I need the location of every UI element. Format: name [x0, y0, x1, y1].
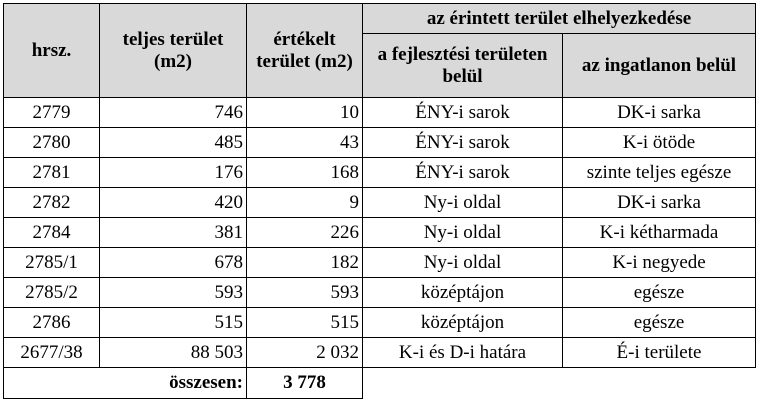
cell-ingatlanon-belul: É-i területe: [561, 337, 757, 368]
cell-teljes-terulet: 593: [99, 277, 247, 308]
cell-hrsz: 2779: [3, 97, 100, 128]
header-ertekelt-terulet: értékelt terület (m2): [246, 3, 363, 98]
cell-teljes-terulet: 420: [99, 187, 247, 218]
cell-fejlesztesi-teruleten-belul: ÉNY-i sarok: [362, 97, 563, 128]
table-row: 2785/1 678 182 Ny-i oldal K-i negyede: [3, 247, 757, 278]
cell-hrsz: 2784: [3, 217, 100, 248]
cell-hrsz: 2780: [3, 127, 100, 158]
cell-teljes-terulet: 515: [99, 307, 247, 338]
cell-ertekelt-terulet: 182: [246, 247, 363, 278]
cell-ingatlanon-belul: DK-i sarka: [561, 97, 757, 128]
table-row: 2785/2 593 593 középtájon egésze: [3, 277, 757, 308]
header-ingatlanon-belul: az ingatlanon belül: [561, 33, 757, 98]
cell-fejlesztesi-teruleten-belul: Ny-i oldal: [362, 217, 563, 248]
cell-teljes-terulet: 485: [99, 127, 247, 158]
cell-ingatlanon-belul: egésze: [561, 307, 757, 338]
table-row: 2677/38 88 503 2 032 K-i és D-i határa É-i t…: [3, 337, 757, 368]
table-header: hrsz. teljes terület (m2) értékelt terül…: [3, 3, 757, 98]
cell-ertekelt-terulet: 43: [246, 127, 363, 158]
cell-ertekelt-terulet: 515: [246, 307, 363, 338]
table-row: 2779 746 10 ÉNY-i sarok DK-i sarka: [3, 97, 757, 128]
cell-ertekelt-terulet: 9: [246, 187, 363, 218]
table-row: 2786 515 515 középtájon egésze: [3, 307, 757, 338]
total-value: 3 778: [246, 367, 363, 399]
cell-hrsz: 2781: [3, 157, 100, 188]
cell-fejlesztesi-teruleten-belul: középtájon: [362, 307, 563, 338]
cell-fejlesztesi-teruleten-belul: K-i és D-i határa: [362, 337, 563, 368]
cell-teljes-terulet: 746: [99, 97, 247, 128]
cell-teljes-terulet: 381: [99, 217, 247, 248]
cell-fejlesztesi-teruleten-belul: ÉNY-i sarok: [362, 157, 563, 188]
cell-ertekelt-terulet: 2 032: [246, 337, 363, 368]
cell-ingatlanon-belul: DK-i sarka: [561, 187, 757, 218]
cell-ertekelt-terulet: 10: [246, 97, 363, 128]
cell-fejlesztesi-teruleten-belul: Ny-i oldal: [362, 187, 563, 218]
cell-fejlesztesi-teruleten-belul: ÉNY-i sarok: [362, 127, 563, 158]
cell-teljes-terulet: 678: [99, 247, 247, 278]
cell-fejlesztesi-teruleten-belul: középtájon: [362, 277, 563, 308]
table-row: 2780 485 43 ÉNY-i sarok K-i ötöde: [3, 127, 757, 158]
cell-ingatlanon-belul: K-i ötöde: [561, 127, 757, 158]
cell-ertekelt-terulet: 593: [246, 277, 363, 308]
table-container: hrsz. teljes terület (m2) értékelt terül…: [3, 3, 757, 399]
cell-ingatlanon-belul: szinte teljes egésze: [561, 157, 757, 188]
cell-teljes-terulet: 176: [99, 157, 247, 188]
cell-hrsz: 2786: [3, 307, 100, 338]
cell-hrsz: 2782: [3, 187, 100, 218]
cell-ertekelt-terulet: 168: [246, 157, 363, 188]
header-elhelyezkedes: az érintett terület elhelyezkedése: [361, 3, 757, 34]
header-fejlesztesi-teruleten-belul: a fejlesztési területen belül: [362, 33, 563, 98]
cell-teljes-terulet: 88 503: [99, 337, 247, 368]
table-row: 2782 420 9 Ny-i oldal DK-i sarka: [3, 187, 757, 218]
cell-hrsz: 2785/1: [3, 247, 100, 278]
cell-ingatlanon-belul: K-i kétharmada: [561, 217, 757, 248]
total-label: összesen:: [3, 367, 247, 399]
header-hrsz: hrsz.: [3, 3, 100, 98]
total-empty-cell: [361, 367, 756, 399]
table-footer: összesen: 3 778: [3, 367, 756, 399]
table-row: 2784 381 226 Ny-i oldal K-i kétharmada: [3, 217, 757, 248]
table-body: 2779 746 10 ÉNY-i sarok DK-i sarka 2780 485 43 É…: [3, 97, 757, 368]
header-teljes-terulet: teljes terület (m2): [99, 3, 247, 98]
cell-fejlesztesi-teruleten-belul: Ny-i oldal: [362, 247, 563, 278]
cell-ingatlanon-belul: egésze: [561, 277, 757, 308]
table-row: 2781 176 168 ÉNY-i sarok szinte teljes egész…: [3, 157, 757, 188]
cell-hrsz: 2785/2: [3, 277, 100, 308]
area-table: hrsz. teljes terület (m2) értékelt terül…: [3, 3, 757, 399]
cell-hrsz: 2677/38: [3, 337, 100, 368]
cell-ertekelt-terulet: 226: [246, 217, 363, 248]
cell-ingatlanon-belul: K-i negyede: [561, 247, 757, 278]
